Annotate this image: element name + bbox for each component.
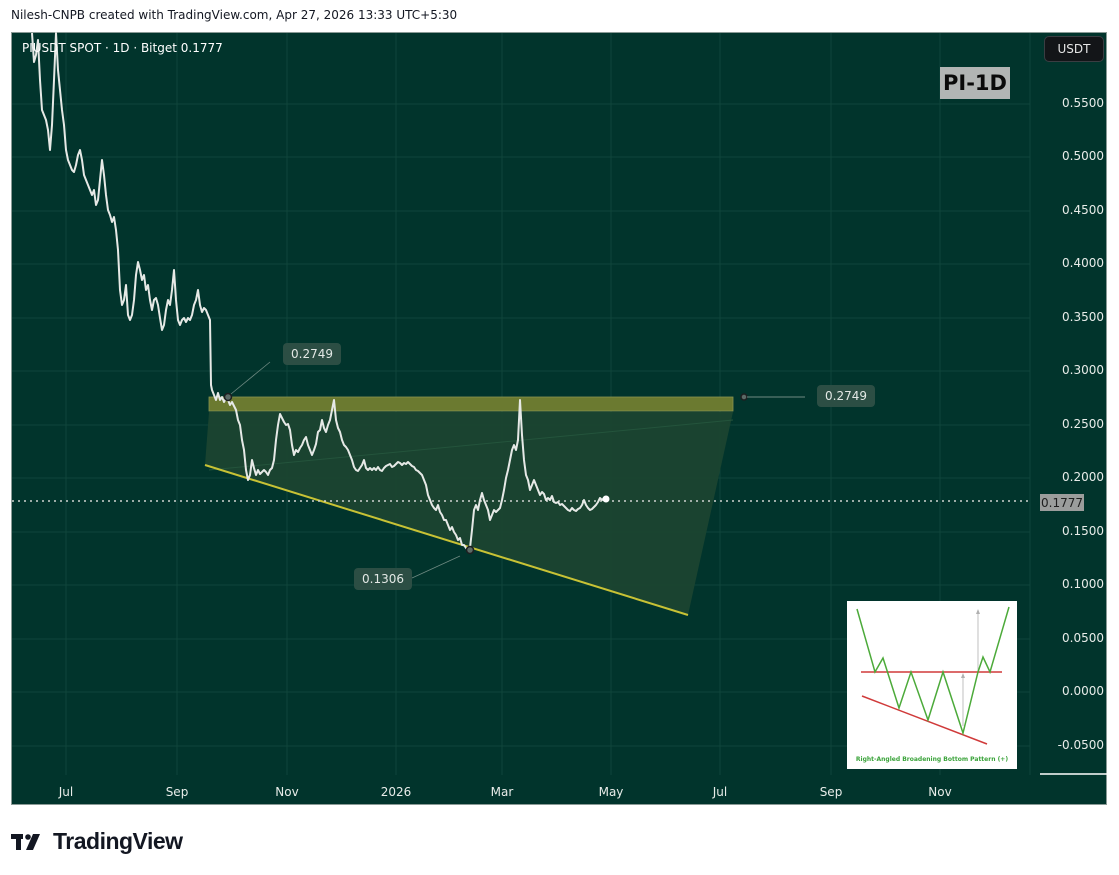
symbol-legend: PIUSDT SPOT · 1D · Bitget 0.1777 <box>22 41 223 55</box>
price-series-line <box>31 32 607 551</box>
y-tick: 0.1500 <box>1062 524 1104 538</box>
marker-top-left <box>223 392 233 402</box>
x-tick: Mar <box>490 785 514 799</box>
pattern-projection-fill <box>205 412 733 615</box>
price-callout-top-right[interactable]: 0.2749 <box>817 385 875 407</box>
tradingview-brand-text: TradingView <box>53 828 183 854</box>
x-tick: Sep <box>819 785 843 799</box>
x-tick: 2026 <box>380 785 412 799</box>
marker-bottom <box>465 545 475 555</box>
pattern-diagram-icon <box>856 606 1010 745</box>
tradingview-logo-icon <box>11 833 40 850</box>
x-tick: May <box>598 785 624 799</box>
timeframe-label: PI-1D <box>940 67 1010 99</box>
y-tick: 0.4500 <box>1062 203 1104 217</box>
marker-top-right <box>740 393 748 401</box>
x-tick: Jul <box>58 785 74 799</box>
price-callout-top-left[interactable]: 0.2749 <box>283 343 341 365</box>
y-tick: 0.3000 <box>1062 363 1104 377</box>
y-tick: 0.4000 <box>1062 256 1104 270</box>
last-price-dot <box>602 495 610 503</box>
tradingview-logo[interactable]: TradingView <box>11 828 183 855</box>
chart-credit: Nilesh-CNPB created with TradingView.com… <box>11 8 458 22</box>
y-tick: 0.3500 <box>1062 310 1104 324</box>
callout-connector-top-left <box>230 361 271 395</box>
price-callout-bottom[interactable]: 0.1306 <box>354 568 412 590</box>
y-tick: -0.0500 <box>1057 738 1104 752</box>
pattern-midline <box>208 419 734 471</box>
last-price-badge: 0.1777 <box>1040 494 1084 511</box>
pattern-caption: Right-Angled Broadening Bottom Pattern (… <box>855 756 1009 763</box>
y-tick: 0.2000 <box>1062 470 1104 484</box>
y-tick: 0.0000 <box>1062 684 1104 698</box>
currency-button[interactable]: USDT <box>1044 36 1104 62</box>
support-trendline <box>204 464 689 616</box>
x-tick: Nov <box>275 785 299 799</box>
y-tick: 0.0500 <box>1062 631 1104 645</box>
pattern-reference-image: Right-Angled Broadening Bottom Pattern (… <box>847 601 1017 769</box>
y-tick: 0.2500 <box>1062 417 1104 431</box>
x-tick: Nov <box>928 785 952 799</box>
y-tick: 0.5000 <box>1062 149 1104 163</box>
callout-connector-bottom <box>411 555 461 579</box>
y-tick: 0.1000 <box>1062 577 1104 591</box>
y-tick: 0.5500 <box>1062 96 1104 110</box>
x-tick: Sep <box>165 785 189 799</box>
resistance-zone <box>208 396 734 412</box>
x-tick: Jul <box>712 785 728 799</box>
